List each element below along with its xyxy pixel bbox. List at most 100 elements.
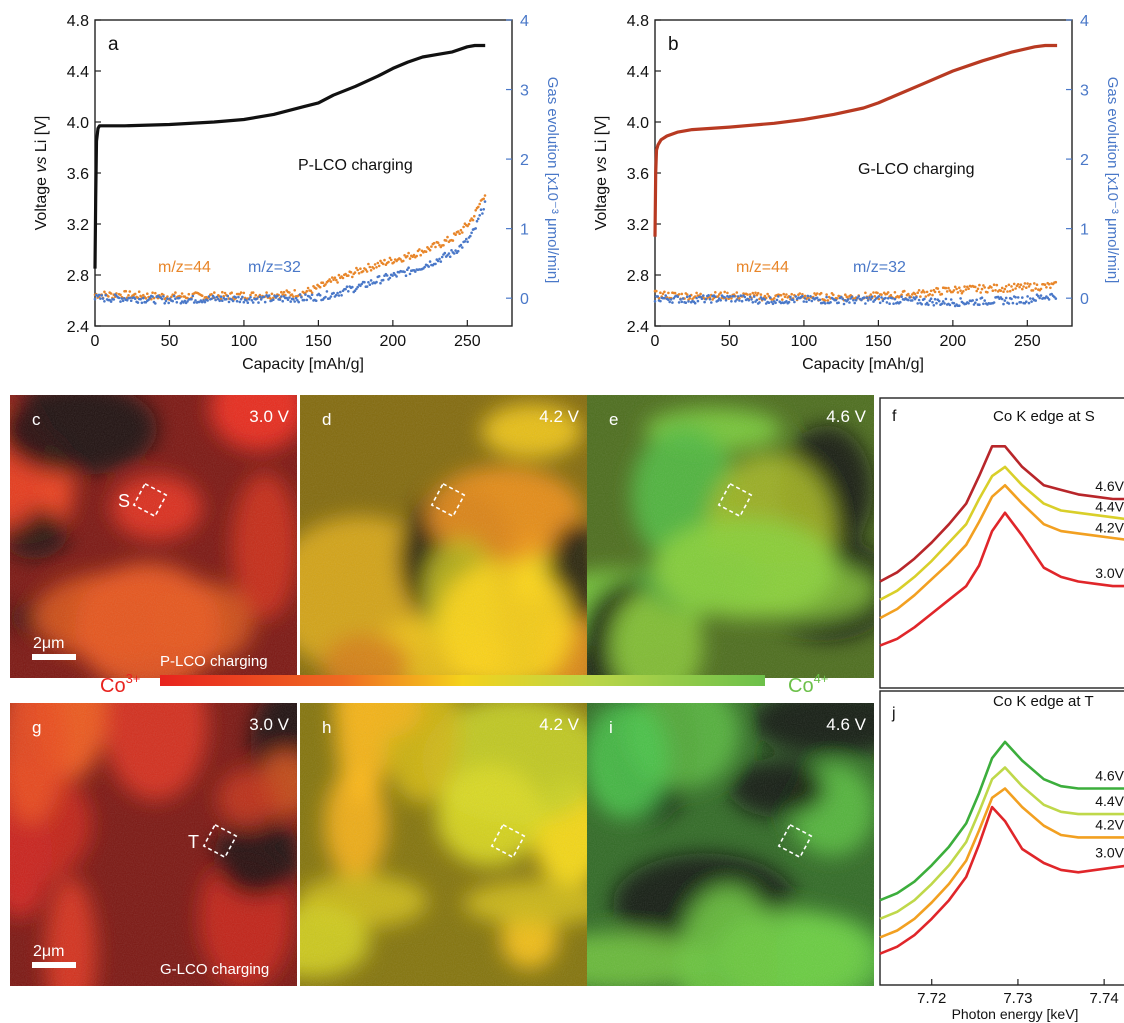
data-point <box>668 300 671 304</box>
y-tick-label-a: 2.4 <box>67 319 89 336</box>
data-point <box>866 299 870 302</box>
data-point <box>434 245 437 249</box>
data-point <box>1037 294 1040 298</box>
data-point <box>673 291 677 295</box>
map-voltage-label: 4.2 V <box>539 407 579 426</box>
data-point <box>276 294 279 298</box>
data-point <box>916 291 919 295</box>
data-point <box>430 245 433 248</box>
data-point <box>972 303 976 306</box>
data-point <box>1030 300 1033 303</box>
data-point <box>461 246 464 249</box>
panel-letter-j: j <box>891 705 896 722</box>
data-point <box>1023 282 1027 285</box>
data-point <box>447 252 451 255</box>
data-point <box>958 304 961 308</box>
data-point <box>357 272 361 275</box>
data-point <box>676 295 680 299</box>
data-point <box>328 278 331 281</box>
data-point <box>477 205 480 209</box>
spectrum-4.2V-j <box>879 787 1124 939</box>
data-point <box>375 266 378 269</box>
data-point <box>759 296 763 299</box>
data-point <box>815 292 819 295</box>
data-point <box>791 298 795 302</box>
data-point <box>739 294 743 298</box>
data-point <box>203 300 207 304</box>
x-tick-label-a: 100 <box>231 333 258 350</box>
data-point <box>162 295 165 298</box>
map-voltage-label: 3.0 V <box>249 407 289 426</box>
map-texture <box>300 703 587 986</box>
x-tick-label-b: 150 <box>865 333 892 350</box>
data-point <box>655 289 658 293</box>
data-point <box>900 293 903 297</box>
data-point <box>758 301 761 304</box>
data-point <box>434 262 437 266</box>
data-point <box>1029 297 1032 300</box>
data-point <box>344 287 347 291</box>
data-point <box>172 294 176 298</box>
data-point <box>941 300 945 303</box>
data-point <box>250 299 254 302</box>
data-point <box>1014 287 1017 290</box>
data-point <box>440 255 444 259</box>
data-point <box>756 291 760 295</box>
spectrum-label-j: 4.4V <box>1095 793 1124 809</box>
y-tick-label-b: 4.0 <box>627 115 649 132</box>
series-mz44-a <box>93 194 487 302</box>
data-point <box>880 296 883 299</box>
data-point <box>953 285 957 289</box>
data-point <box>1011 301 1015 305</box>
data-point <box>937 299 941 303</box>
y2-tick-label-b: 3 <box>1080 83 1089 100</box>
spectra-chart-f: f Co K edge at S 3.0V 4.2V 4.4V 4.6V <box>879 397 1124 689</box>
data-point <box>406 268 409 272</box>
data-point <box>388 256 392 260</box>
data-point <box>280 290 283 294</box>
data-point <box>230 291 233 295</box>
data-point <box>355 287 358 291</box>
data-point <box>1035 283 1039 287</box>
spectrum-4.4V-f <box>879 465 1124 601</box>
annotation-a: P-LCO charging <box>298 157 413 174</box>
data-point <box>846 298 850 301</box>
data-point <box>304 293 307 296</box>
map-texture <box>587 395 874 678</box>
data-point <box>481 212 484 215</box>
data-point <box>903 289 906 293</box>
data-point <box>293 289 297 292</box>
data-point <box>983 286 986 289</box>
data-point <box>975 298 978 302</box>
data-point <box>829 301 832 304</box>
data-point <box>685 293 689 296</box>
data-point <box>324 295 327 299</box>
data-point <box>880 293 883 296</box>
data-point <box>929 297 933 301</box>
data-point <box>359 267 362 271</box>
data-point <box>470 231 473 235</box>
data-point <box>207 295 211 298</box>
data-point <box>329 280 333 283</box>
data-point <box>823 299 827 302</box>
data-point <box>168 297 172 300</box>
data-point <box>931 300 934 304</box>
data-point <box>483 200 487 203</box>
data-point <box>825 295 828 299</box>
data-point <box>424 250 428 253</box>
data-point <box>237 295 240 299</box>
data-point <box>296 299 299 302</box>
data-point <box>1027 285 1031 288</box>
data-point <box>469 219 472 222</box>
data-point <box>869 293 873 296</box>
series-mz32-b <box>653 292 1058 308</box>
data-point <box>881 299 885 303</box>
spectra-frame-j <box>879 690 1124 986</box>
data-point <box>432 241 436 245</box>
y2-tick-label-a: 3 <box>520 83 529 100</box>
data-point <box>174 291 177 294</box>
data-point <box>318 294 322 297</box>
data-point <box>719 299 722 302</box>
data-point <box>695 291 698 295</box>
data-point <box>419 253 423 257</box>
